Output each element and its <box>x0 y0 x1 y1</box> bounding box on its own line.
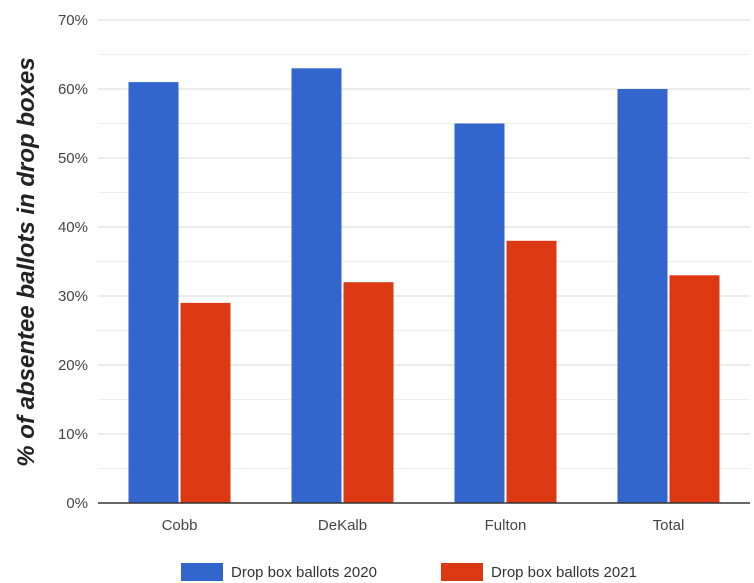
x-tick-label: DeKalb <box>318 517 367 534</box>
x-tick-label: Total <box>653 517 685 534</box>
y-axis-ticks: 0% 10% 20% 30% 40% 50% 60% 70% <box>58 12 88 512</box>
y-axis-title: % of absentee ballots in drop boxes <box>13 57 40 466</box>
y-tick-label: 30% <box>58 288 88 305</box>
bar-cobb-2 <box>180 302 231 503</box>
bar-dekalb-2 <box>343 282 394 503</box>
y-tick-label: 50% <box>58 150 88 167</box>
legend-label: Drop box ballots 2020 <box>231 564 377 581</box>
bar-total-1 <box>617 89 668 503</box>
y-tick-label: 0% <box>66 495 88 512</box>
y-tick-label: 40% <box>58 219 88 236</box>
legend-swatch <box>181 563 223 581</box>
x-axis-ticks: Cobb DeKalb Fulton Total <box>162 517 685 534</box>
bars <box>128 68 720 504</box>
bar-fulton-1 <box>454 123 505 503</box>
legend-swatch <box>441 563 483 581</box>
bar-dekalb-1 <box>291 68 342 504</box>
bar-cobb-1 <box>128 82 179 503</box>
bar-fulton-2 <box>506 240 557 504</box>
y-tick-label: 20% <box>58 357 88 374</box>
bar-total-2 <box>669 275 720 503</box>
legend-label: Drop box ballots 2021 <box>491 564 637 581</box>
y-tick-label: 60% <box>58 81 88 98</box>
grid-lines <box>98 19 750 469</box>
x-tick-label: Cobb <box>162 517 198 534</box>
legend: Drop box ballots 2020 Drop box ballots 20… <box>181 563 637 581</box>
y-tick-label: 10% <box>58 426 88 443</box>
x-tick-label: Fulton <box>485 517 527 534</box>
y-tick-label: 70% <box>58 12 88 29</box>
